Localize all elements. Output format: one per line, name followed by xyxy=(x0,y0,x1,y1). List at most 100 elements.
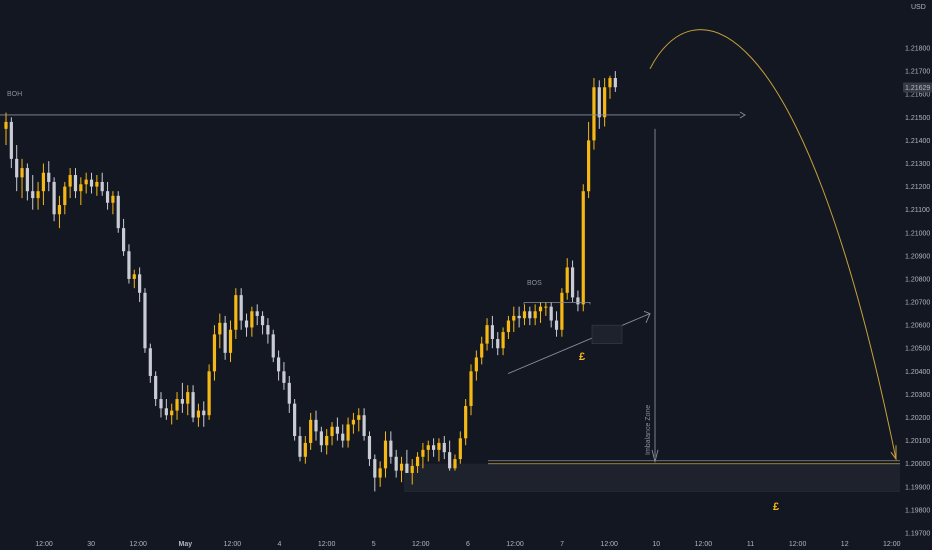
candle xyxy=(266,318,270,344)
candle xyxy=(319,426,323,453)
candle-body xyxy=(111,195,115,203)
candle-body xyxy=(73,175,78,192)
candle-body xyxy=(9,121,13,159)
candle-body xyxy=(517,315,521,319)
candle xyxy=(608,75,612,99)
candle xyxy=(565,258,569,300)
candle xyxy=(533,304,537,326)
candle-body xyxy=(260,315,265,326)
candle xyxy=(351,412,356,434)
candle xyxy=(442,436,446,460)
candle xyxy=(132,269,136,289)
candle-body xyxy=(170,410,174,416)
candle-body xyxy=(346,424,350,441)
candle xyxy=(287,375,291,413)
candle-body xyxy=(410,466,414,473)
candle-body xyxy=(351,419,356,425)
candle-body xyxy=(373,459,377,478)
time-tick-label: 7 xyxy=(560,541,564,548)
candle xyxy=(52,177,56,222)
candle xyxy=(570,260,575,303)
candle-body xyxy=(282,371,286,383)
candle-body xyxy=(469,371,473,406)
candle xyxy=(603,78,607,127)
candle-body xyxy=(464,405,468,439)
candle xyxy=(228,320,233,363)
candle-body xyxy=(549,306,553,321)
candle xyxy=(239,288,243,330)
candle xyxy=(421,442,425,469)
candle xyxy=(448,440,452,471)
time-tick-label: 12:00 xyxy=(129,541,147,548)
candle xyxy=(458,431,462,464)
candle xyxy=(68,168,72,199)
candle xyxy=(180,382,184,413)
time-tick-label: 12:00 xyxy=(318,541,336,548)
candle xyxy=(143,288,147,353)
candle xyxy=(309,412,313,450)
candle xyxy=(330,422,334,446)
candle xyxy=(260,311,265,335)
time-tick-label: 12:00 xyxy=(600,541,618,548)
time-axis-ticks: 12:00 30 12:00 May 12:00 4 12:00 5 12:00 6 12:00 7 1… xyxy=(35,541,900,548)
price-tick-label: 1.19700 xyxy=(905,531,930,538)
candle-body xyxy=(223,322,227,353)
candle xyxy=(159,392,163,418)
candle xyxy=(298,426,302,462)
candle xyxy=(485,318,489,351)
candle xyxy=(191,385,195,423)
price-tick-label: 1.21400 xyxy=(905,138,930,145)
candle-body xyxy=(250,311,254,328)
candle-body xyxy=(496,339,500,349)
candle xyxy=(474,350,478,381)
candle xyxy=(282,362,286,390)
candle-body xyxy=(592,87,596,141)
candle-body xyxy=(57,205,62,215)
trend-arrowhead xyxy=(643,310,651,324)
candle xyxy=(373,454,377,492)
candle xyxy=(389,431,393,464)
candle xyxy=(255,304,259,326)
candle xyxy=(25,163,29,201)
candle xyxy=(581,184,585,312)
time-tick-label: 5 xyxy=(372,541,376,548)
candle xyxy=(175,392,179,420)
candle xyxy=(234,288,238,339)
candle-body xyxy=(512,315,516,321)
candle xyxy=(538,302,543,323)
candle-body xyxy=(143,292,147,349)
price-tick-label: 1.21700 xyxy=(905,69,930,76)
time-tick-label: 6 xyxy=(466,541,470,548)
candle-body xyxy=(399,463,404,471)
candle xyxy=(100,172,104,196)
candle xyxy=(522,304,527,326)
candle-body xyxy=(276,357,281,372)
candle-body xyxy=(63,186,67,206)
candle xyxy=(4,112,8,145)
candle xyxy=(250,306,254,337)
time-tick-label: 12 xyxy=(841,541,849,548)
candle-body xyxy=(121,228,126,252)
candle xyxy=(325,429,329,455)
candle xyxy=(597,80,601,129)
candle-body xyxy=(255,311,259,316)
candle xyxy=(89,172,94,194)
candle-body xyxy=(405,463,409,473)
price-tick-label: 1.20900 xyxy=(905,253,930,260)
candle xyxy=(613,71,617,92)
candle xyxy=(314,410,318,441)
candle-body xyxy=(36,191,40,199)
candle xyxy=(367,431,372,467)
candle-body xyxy=(175,399,179,411)
candle-body xyxy=(15,158,19,178)
candle xyxy=(148,343,152,383)
candle xyxy=(36,181,40,210)
candle-body xyxy=(234,295,238,330)
candle-body xyxy=(164,408,168,416)
candle xyxy=(464,399,468,446)
price-axis-ticks: 1.21800 1.21700 1.21600 1.21500 1.21400 1.213… xyxy=(905,46,930,538)
candle-body xyxy=(394,456,398,471)
candle-body xyxy=(228,329,233,353)
candle-body xyxy=(378,468,382,478)
